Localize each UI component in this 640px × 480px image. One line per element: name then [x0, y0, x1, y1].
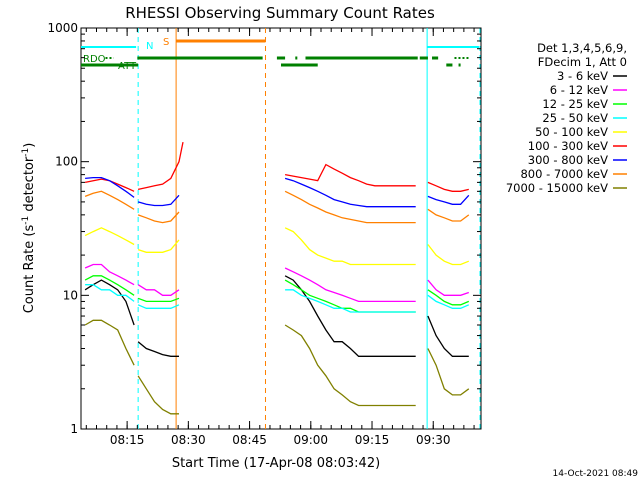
series-line	[284, 227, 416, 266]
series-line	[137, 341, 179, 357]
series-line	[284, 190, 416, 224]
series-line	[284, 163, 416, 187]
y-axis-label: Count Rate (s-1 detector-1)	[21, 143, 37, 314]
series-line	[137, 239, 180, 253]
series-line	[137, 284, 180, 296]
series-line	[427, 289, 470, 306]
footer-date: 14-Oct-2021 08:49	[553, 469, 639, 479]
x-tick-label: 09:00	[293, 433, 328, 447]
y-tick-label: 1	[70, 422, 78, 436]
series-line	[427, 194, 470, 205]
series-line	[427, 315, 469, 357]
legend-header-line-1: Det 1,3,4,5,6,9,	[537, 41, 627, 55]
legend-entry-label: 300 - 800 keV	[528, 153, 608, 167]
series-line	[84, 227, 135, 246]
series-line	[84, 190, 135, 210]
series-line	[137, 375, 179, 415]
series-line	[284, 267, 416, 303]
series-line	[427, 208, 470, 222]
series-layer	[84, 141, 470, 415]
series-line	[284, 324, 416, 407]
series-line	[427, 279, 470, 296]
rdo-flag-label: RDO	[83, 54, 106, 65]
y-tick-label: 1000	[47, 21, 78, 35]
series-line	[137, 304, 180, 309]
legend-entry-label: 12 - 25 keV	[542, 97, 608, 111]
series-line	[137, 297, 180, 303]
series-line	[137, 211, 180, 224]
series-line	[284, 177, 416, 208]
legend: Det 1,3,4,5,6,9, FDecim 1, Att 0 3 - 6 k…	[506, 41, 627, 195]
series-line	[84, 275, 135, 296]
x-tick-label: 09:15	[355, 433, 390, 447]
plot-area: N S RDO ATT	[80, 27, 482, 430]
plot-frame	[80, 27, 482, 430]
x-tick-label: 08:45	[232, 433, 267, 447]
series-line	[137, 141, 184, 191]
series-line	[427, 294, 470, 309]
legend-header-line-2: FDecim 1, Att 0	[538, 55, 627, 69]
series-line	[84, 319, 135, 366]
y-tick-label: 10	[63, 288, 78, 302]
legend-entry-label: 6 - 12 keV	[550, 83, 608, 97]
series-line	[85, 176, 135, 198]
x-tick-label: 08:15	[110, 433, 145, 447]
flare-flag-label: S	[163, 37, 169, 48]
x-tick-label: 09:30	[416, 433, 451, 447]
status-flags: N S RDO ATT	[81, 37, 479, 72]
legend-entry-label: 50 - 100 keV	[535, 125, 608, 139]
vertical-markers	[137, 28, 481, 429]
chart-title: RHESSI Observing Summary Count Rates	[125, 4, 435, 22]
legend-entry-label: 800 - 7000 keV	[520, 167, 608, 181]
legend-entry-label: 100 - 300 keV	[528, 139, 608, 153]
y-tick-label: 100	[55, 155, 78, 169]
series-line	[85, 284, 135, 302]
x-axis-label: Start Time (17-Apr-08 08:03:42)	[172, 456, 380, 471]
series-line	[427, 181, 469, 192]
saa-flag-label: N	[146, 41, 153, 52]
legend-entry-label: 25 - 50 keV	[542, 111, 608, 125]
series-line	[84, 263, 135, 286]
x-tick-label: 08:30	[171, 433, 206, 447]
legend-entry-label: 7000 - 15000 keV	[506, 181, 608, 195]
series-line	[285, 289, 416, 313]
y-axis: 1 10 100 1000	[47, 21, 481, 436]
series-line	[427, 244, 470, 266]
series-line	[427, 348, 470, 396]
legend-entry-label: 3 - 6 keV	[557, 69, 608, 83]
series-line	[137, 194, 180, 207]
x-axis: 08:15 08:30 08:45 09:00 09:15 09:30	[85, 28, 475, 447]
